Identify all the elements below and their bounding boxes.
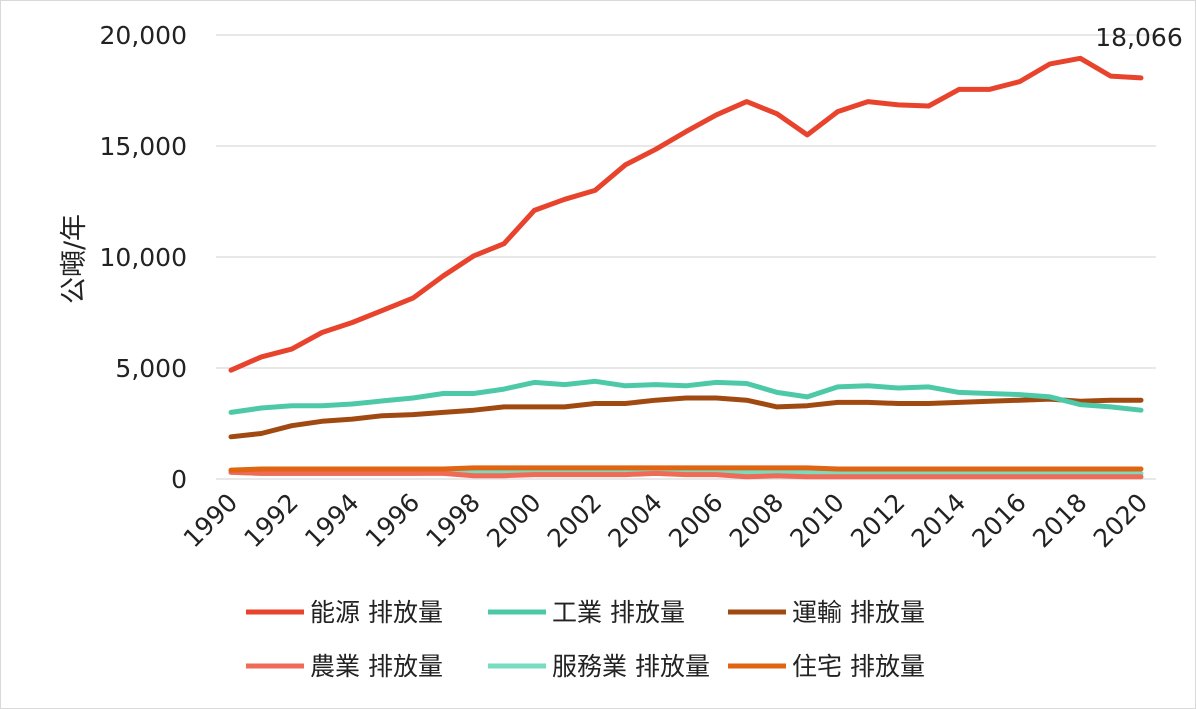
x-tick-label: 1998 (420, 488, 485, 553)
series-line (228, 378, 1144, 415)
legend-item: 能源 排放量 (246, 598, 443, 627)
legend-item: 運輸 排放量 (728, 598, 925, 627)
x-tick-label: 2004 (602, 488, 667, 553)
legend-item: 農業 排放量 (246, 652, 443, 681)
legend-label: 農業 排放量 (310, 652, 443, 681)
y-tick-label: 20,000 (100, 21, 187, 50)
y-axis-label: 公噸/年 (59, 214, 90, 304)
x-tick-label: 1990 (178, 488, 243, 553)
x-tick-label: 2012 (845, 488, 910, 553)
y-axis-ticks: 0 5,000 10,000 15,000 20,000 (100, 21, 187, 494)
legend-label: 能源 排放量 (310, 598, 443, 627)
x-tick-label: 1994 (299, 488, 364, 553)
y-tick-label: 15,000 (100, 132, 187, 161)
last-value-annotation: 18,066 (1095, 23, 1182, 52)
x-tick-label: 2006 (663, 488, 728, 553)
x-tick-label: 2010 (784, 488, 849, 553)
legend-item: 服務業 排放量 (488, 652, 710, 681)
series-line (228, 395, 1144, 440)
series-line (228, 55, 1144, 373)
legend-label: 運輸 排放量 (792, 598, 925, 627)
legend-label: 工業 排放量 (552, 598, 685, 627)
series-line (228, 469, 1144, 480)
series-lines (228, 55, 1144, 480)
y-tick-label: 0 (171, 465, 187, 494)
x-tick-label: 2018 (1027, 488, 1092, 553)
x-tick-label: 2014 (906, 488, 971, 553)
x-tick-label: 1996 (360, 488, 425, 553)
legend-label: 服務業 排放量 (552, 652, 710, 681)
x-tick-label: 1992 (238, 488, 303, 553)
series-line (228, 465, 1144, 473)
legend-label: 住宅 排放量 (792, 652, 925, 681)
y-tick-label: 5,000 (115, 354, 187, 383)
x-tick-label: 2020 (1088, 488, 1153, 553)
x-tick-label: 2002 (542, 488, 607, 553)
y-tick-label: 10,000 (100, 243, 187, 272)
gridlines (216, 34, 1156, 480)
legend-item: 住宅 排放量 (728, 652, 925, 681)
legend-item: 工業 排放量 (488, 598, 685, 627)
x-tick-label: 2008 (724, 488, 789, 553)
x-axis-ticks: 1990199219941996199820002002200420062008… (178, 488, 1153, 553)
x-tick-label: 2016 (966, 488, 1031, 553)
x-tick-label: 2000 (481, 488, 546, 553)
